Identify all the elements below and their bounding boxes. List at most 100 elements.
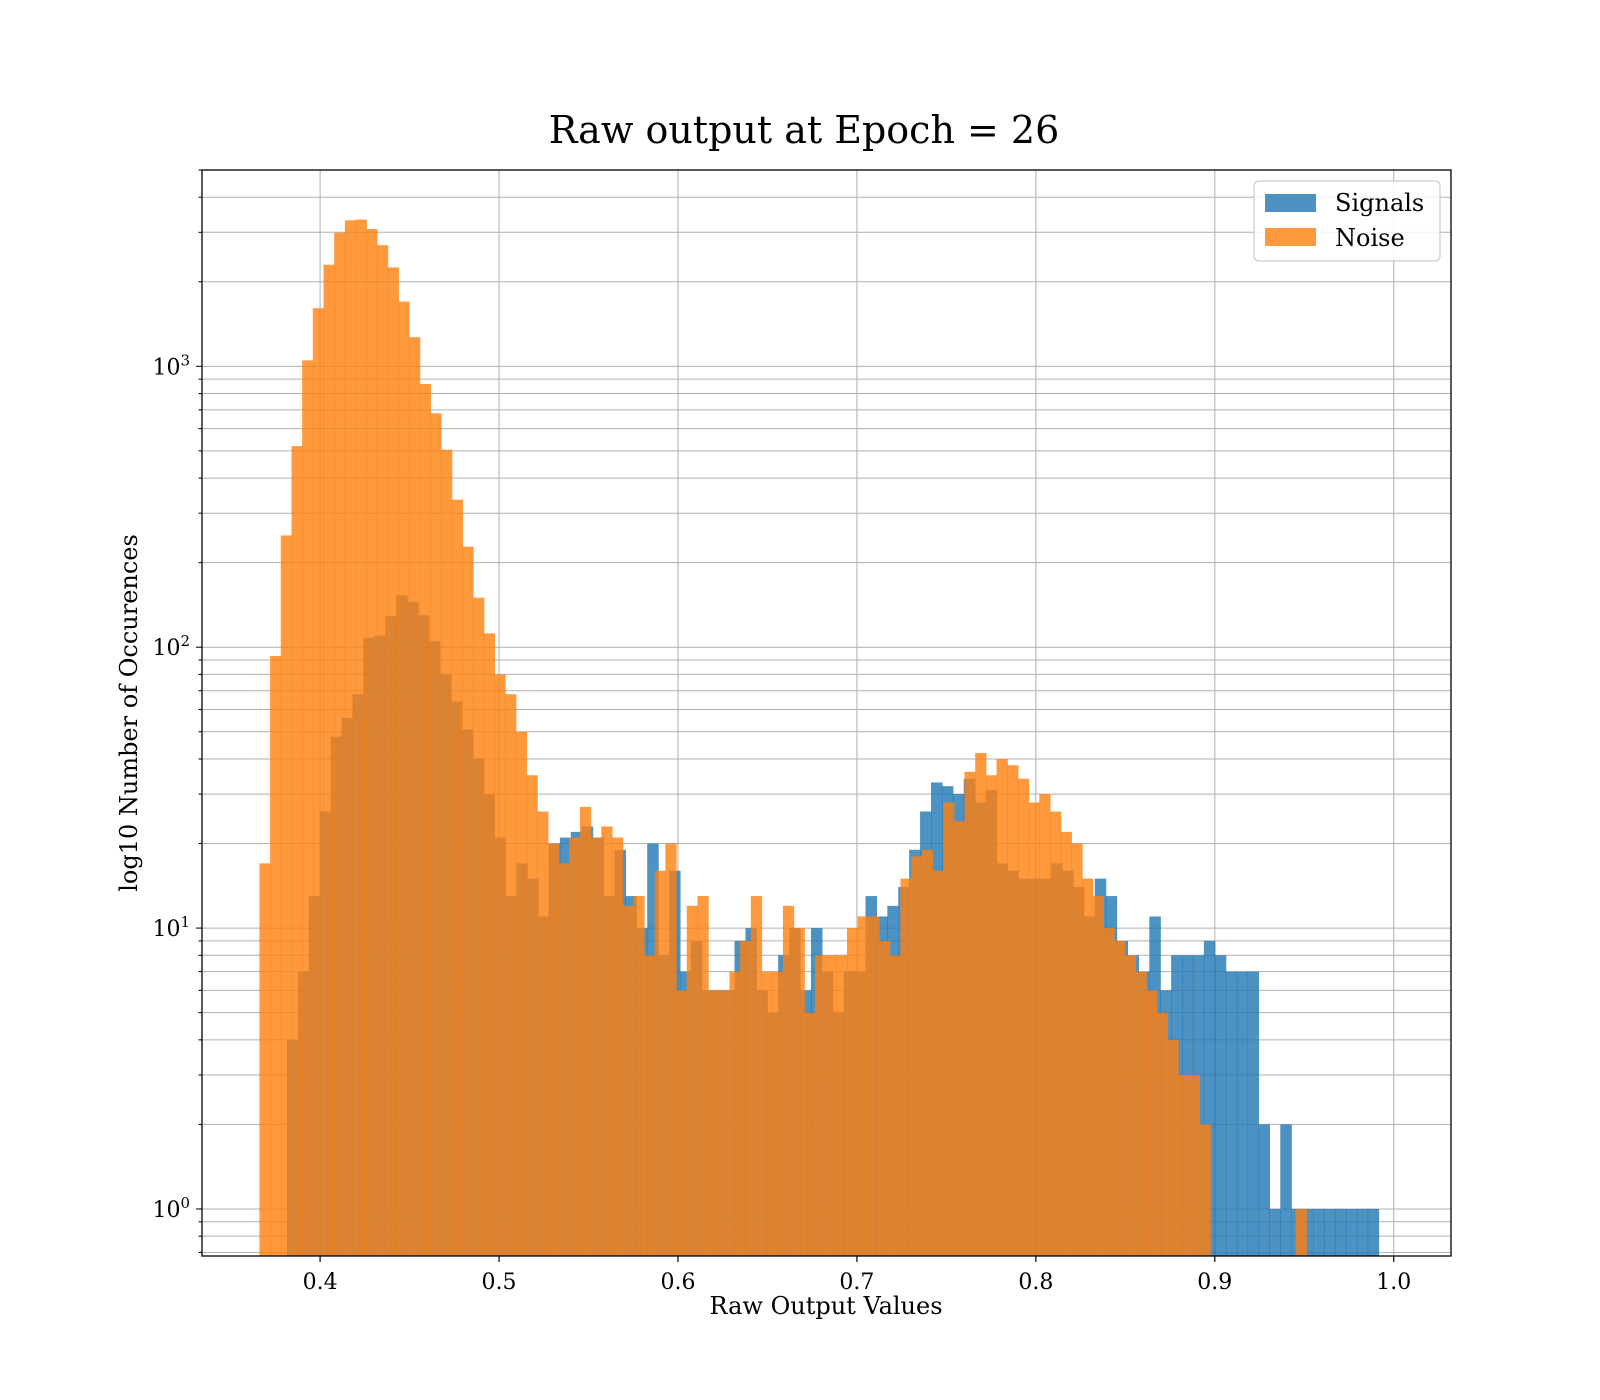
noise-bar: [1092, 896, 1104, 1256]
noise-bar: [985, 775, 998, 1256]
noise-bar: [654, 870, 666, 1256]
noise-bar: [483, 633, 496, 1256]
noise-bar: [1135, 971, 1147, 1256]
noise-bar: [932, 870, 944, 1256]
noise-bar: [441, 449, 453, 1257]
noise-bar: [579, 806, 592, 1256]
noise-bar: [1114, 940, 1126, 1256]
noise-bar: [644, 955, 656, 1256]
noise-bar: [686, 905, 699, 1256]
noise-bar: [708, 990, 720, 1256]
noise-bar: [975, 753, 987, 1256]
noise-bar: [633, 896, 645, 1256]
noise-bar: [836, 955, 848, 1256]
noise-bar: [302, 360, 314, 1256]
noise-bar: [1167, 1039, 1179, 1256]
x-tick-label: 0.6: [660, 1270, 695, 1295]
noise-bar: [259, 863, 271, 1256]
noise-bar: [782, 905, 795, 1256]
noise-bar: [280, 535, 293, 1256]
noise-bar: [1124, 955, 1137, 1256]
noise-bar: [376, 245, 389, 1257]
noise-bar: [697, 896, 709, 1256]
signals-bar: [1203, 940, 1216, 1256]
x-tick-label: 0.7: [839, 1270, 874, 1295]
noise-bar: [366, 229, 378, 1257]
noise-bar: [911, 856, 923, 1256]
noise-bar: [676, 990, 688, 1256]
noise-bar: [323, 264, 335, 1256]
noise-bar: [900, 878, 912, 1256]
noise-bar: [430, 413, 442, 1256]
signals-bar: [1302, 1208, 1314, 1256]
noise-bar: [943, 802, 955, 1256]
noise-bar: [964, 771, 976, 1256]
noise-bar: [1103, 928, 1115, 1256]
noise-bar: [1028, 802, 1040, 1256]
noise-bar: [665, 843, 677, 1256]
y-tick-label: 101: [152, 913, 190, 942]
noise-bar: [857, 916, 869, 1256]
legend-swatch-signals: [1265, 194, 1316, 212]
noise-bar: [537, 811, 549, 1256]
signals-bar: [1258, 1124, 1270, 1256]
bars-layer: [259, 219, 1380, 1257]
legend-swatch-noise: [1265, 228, 1316, 246]
legend-label-noise: Noise: [1335, 224, 1405, 252]
noise-bar: [526, 775, 538, 1256]
noise-bar: [505, 694, 517, 1256]
x-tick-label: 0.8: [1018, 1270, 1053, 1295]
noise-bar: [312, 308, 325, 1257]
noise-bar: [590, 837, 602, 1256]
noise-bar: [921, 849, 934, 1256]
x-tick-label: 1.0: [1376, 1270, 1411, 1295]
noise-bar: [740, 940, 752, 1256]
signals-bar: [1225, 971, 1238, 1256]
signals-bar: [1334, 1208, 1347, 1256]
x-tick-label: 0.4: [303, 1270, 338, 1295]
noise-bar: [408, 337, 421, 1256]
noise-bar: [419, 384, 431, 1256]
signals-bar: [1367, 1208, 1380, 1256]
signals-bar: [1280, 1124, 1292, 1256]
signals-bar: [1214, 955, 1227, 1256]
ticks-layer: 0.4 0.5 0.6 0.7 0.8 0.9 1.0 100 101 102 103: [152, 169, 1411, 1295]
x-axis-label: Raw Output Values: [709, 1292, 942, 1320]
noise-bar: [344, 220, 357, 1256]
noise-bar: [1060, 831, 1072, 1256]
noise-bar: [718, 990, 731, 1256]
signals-bar: [1236, 971, 1249, 1256]
noise-bar: [334, 232, 346, 1257]
noise-bar: [953, 821, 966, 1256]
noise-bar: [355, 219, 367, 1256]
noise-bar: [1071, 843, 1083, 1256]
noise-bar: [825, 955, 837, 1256]
noise-bar: [750, 896, 763, 1256]
noise-bar: [611, 837, 624, 1256]
noise-bar: [729, 971, 741, 1256]
noise-bar: [1007, 765, 1019, 1256]
signals-bar: [1356, 1208, 1369, 1256]
noise-bar: [793, 928, 805, 1256]
noise-bar: [879, 940, 891, 1256]
y-tick-label: 103: [152, 351, 190, 380]
noise-bar: [270, 656, 282, 1256]
noise-bar: [868, 916, 880, 1256]
noise-bar: [451, 499, 464, 1256]
noise-bar: [804, 1012, 816, 1256]
legend: Signals Noise: [1253, 180, 1441, 262]
signals-bar: [1345, 1208, 1358, 1256]
noise-bar: [1295, 1208, 1307, 1256]
noise-bar: [846, 928, 859, 1256]
noise-bar: [515, 731, 528, 1256]
noise-bar: [569, 837, 581, 1256]
chart-title: Raw output at Epoch = 26: [549, 108, 1060, 152]
noise-bar: [291, 446, 303, 1256]
noise-bar: [1156, 1012, 1169, 1256]
y-tick-label: 100: [152, 1194, 190, 1223]
noise-bar: [814, 955, 827, 1256]
noise-bar: [558, 863, 570, 1256]
noise-bar: [462, 546, 474, 1256]
noise-bar: [494, 674, 506, 1256]
